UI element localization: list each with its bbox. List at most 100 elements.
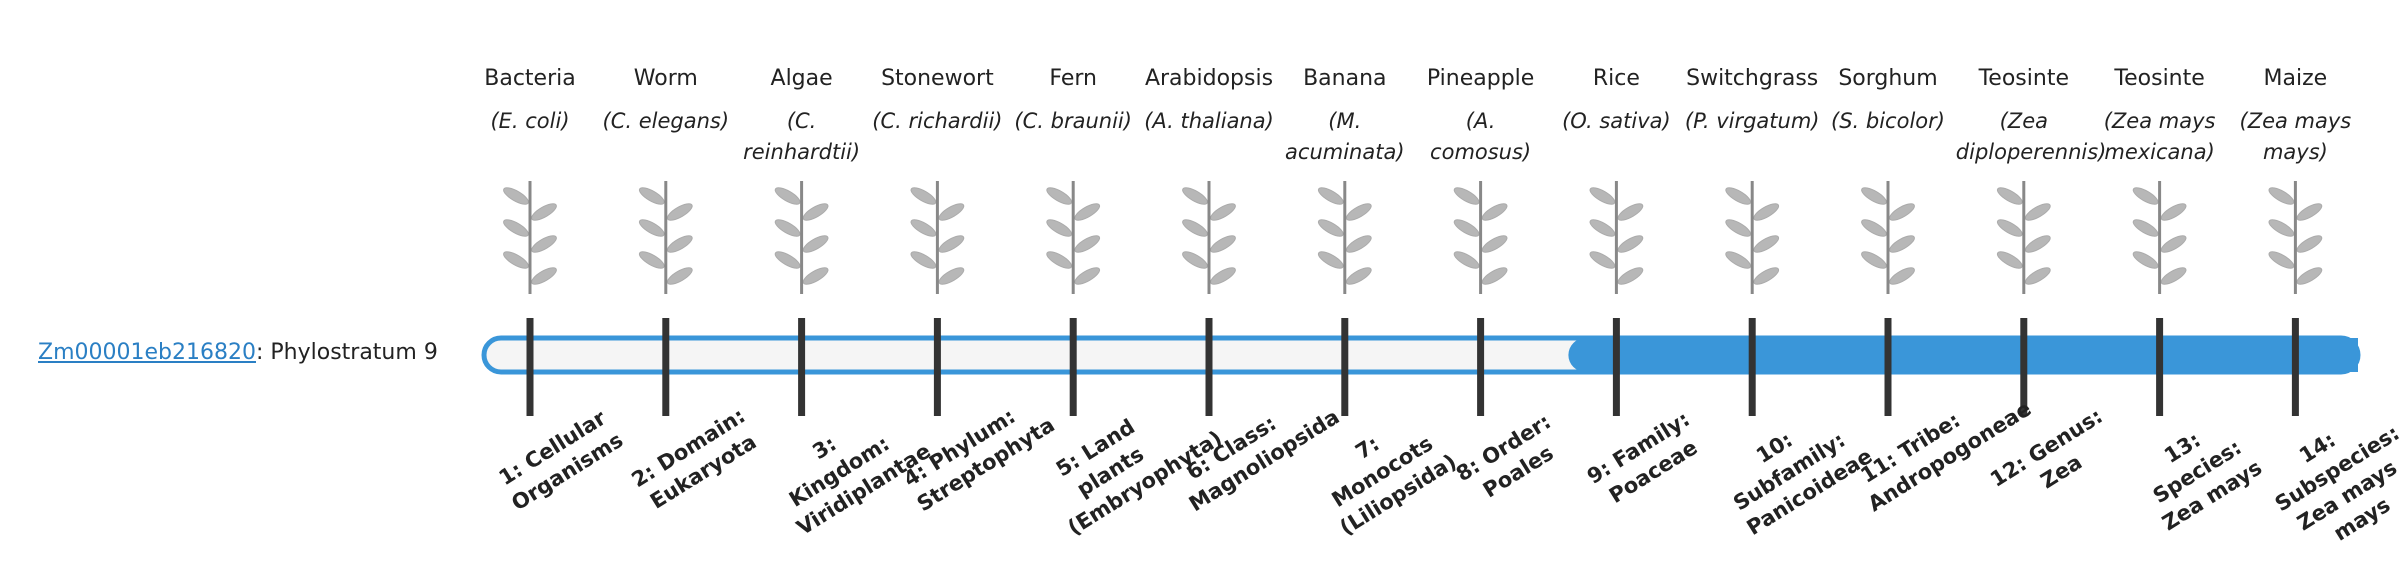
organism-name: Banana [1303, 66, 1387, 91]
icon-leaf [2132, 187, 2159, 205]
icon-leaf [638, 187, 665, 205]
icon-leaf [638, 251, 665, 269]
organism-name: Algae [770, 66, 833, 91]
organism-name: Teosinte [1978, 66, 2069, 91]
icon-leaf [1996, 251, 2023, 269]
icon-leaf [1753, 203, 1780, 221]
icon-leaf [1046, 251, 1073, 269]
organism-icon [1996, 181, 2051, 294]
organism-name: Bacteria [484, 66, 576, 91]
icon-leaf [1453, 187, 1480, 205]
icon-leaf [1046, 187, 1073, 205]
icon-leaf [1725, 219, 1752, 237]
organism-icon [1182, 181, 1236, 294]
icon-leaf [1182, 219, 1208, 237]
organism-name: Fern [1049, 66, 1097, 91]
icon-leaf [1210, 267, 1236, 285]
organism-latin: (C. reinhardtii) [743, 109, 861, 164]
icon-leaf [1617, 267, 1644, 285]
icon-leaf [666, 203, 693, 221]
icon-leaf [1317, 187, 1344, 205]
phylostratum-number: 9 [423, 340, 438, 365]
icon-leaf [2268, 251, 2295, 269]
icon-leaf [1889, 235, 1915, 253]
icon-leaf [2024, 235, 2051, 253]
organism-latin: (P. virgatum) [1684, 109, 1820, 133]
organism-name: Sorghum [1838, 66, 1938, 91]
gene-label: Zm00001eb216820: Phylostratum 9 [38, 340, 438, 365]
icon-leaf [2296, 203, 2323, 221]
organism-icon [2132, 181, 2187, 294]
organism-icon [638, 181, 693, 294]
organism-icon [1317, 181, 1372, 294]
icon-leaf [1182, 187, 1208, 205]
icon-leaf [1453, 219, 1480, 237]
icon-leaf [910, 219, 937, 237]
organism-icon [1453, 181, 1508, 294]
timeline-fill-end [1585, 338, 2358, 372]
icon-leaf [910, 187, 937, 205]
icon-leaf [531, 203, 557, 221]
organism-latin: (M. acuminata) [1285, 109, 1405, 164]
icon-leaf [1861, 187, 1887, 205]
icon-leaf [1589, 251, 1616, 269]
icon-leaf [1589, 187, 1616, 205]
icon-leaf [938, 267, 965, 285]
icon-leaf [1996, 219, 2023, 237]
icon-leaf [2268, 187, 2295, 205]
icon-leaf [1317, 251, 1344, 269]
icon-leaf [1074, 203, 1101, 221]
gene-label-text: : Phylostratum [255, 340, 417, 365]
organism-icon [1725, 181, 1780, 294]
organism-latin: (C. richardii) [872, 109, 1003, 133]
organism-icon [1861, 181, 1915, 294]
organism-latin: (A. thaliana) [1144, 109, 1274, 133]
icon-leaf [1317, 219, 1344, 237]
gene-link[interactable]: Zm00001eb216820 [38, 340, 256, 365]
icon-leaf [910, 251, 937, 269]
icon-leaf [1453, 251, 1480, 269]
icon-leaf [2024, 267, 2051, 285]
icon-leaf [1345, 235, 1372, 253]
organism-icon [774, 181, 829, 294]
icon-leaf [774, 251, 801, 269]
icon-leaf [802, 267, 829, 285]
icon-leaf [2160, 235, 2187, 253]
organism-icon [1046, 181, 1101, 294]
icon-leaf [2296, 235, 2323, 253]
icon-leaf [1046, 219, 1073, 237]
icon-leaf [802, 203, 829, 221]
icon-leaf [1074, 267, 1101, 285]
icon-leaf [1753, 267, 1780, 285]
icon-leaf [1753, 235, 1780, 253]
icon-leaf [666, 267, 693, 285]
icon-leaf [2268, 219, 2295, 237]
organism-latin: (Zea diploperennis) [1955, 109, 2107, 164]
icon-leaf [2296, 267, 2323, 285]
organism-latin: (S. bicolor) [1831, 109, 1945, 133]
organism-name: Pineapple [1426, 66, 1535, 91]
organism-latin: (E. coli) [490, 109, 570, 133]
organism-name: Stonewort [881, 66, 994, 91]
icon-leaf [1861, 251, 1887, 269]
icon-leaf [774, 187, 801, 205]
icon-leaf [666, 235, 693, 253]
icon-leaf [1725, 251, 1752, 269]
organism-name: Maize [2263, 66, 2328, 91]
icon-leaf [1481, 267, 1508, 285]
icon-leaf [2024, 203, 2051, 221]
icon-leaf [638, 219, 665, 237]
icon-leaf [1074, 235, 1101, 253]
organism-latin: (Zea mays mays) [2239, 109, 2352, 164]
icon-leaf [938, 203, 965, 221]
icon-leaf [1481, 235, 1508, 253]
icon-leaf [2132, 251, 2159, 269]
organism-latin: (A. comosus) [1430, 109, 1532, 164]
icon-leaf [2160, 267, 2187, 285]
organism-icon [503, 181, 557, 294]
icon-leaf [1996, 187, 2023, 205]
icon-leaf [1481, 203, 1508, 221]
icon-leaf [2160, 203, 2187, 221]
organism-name: Teosinte [2114, 66, 2205, 91]
